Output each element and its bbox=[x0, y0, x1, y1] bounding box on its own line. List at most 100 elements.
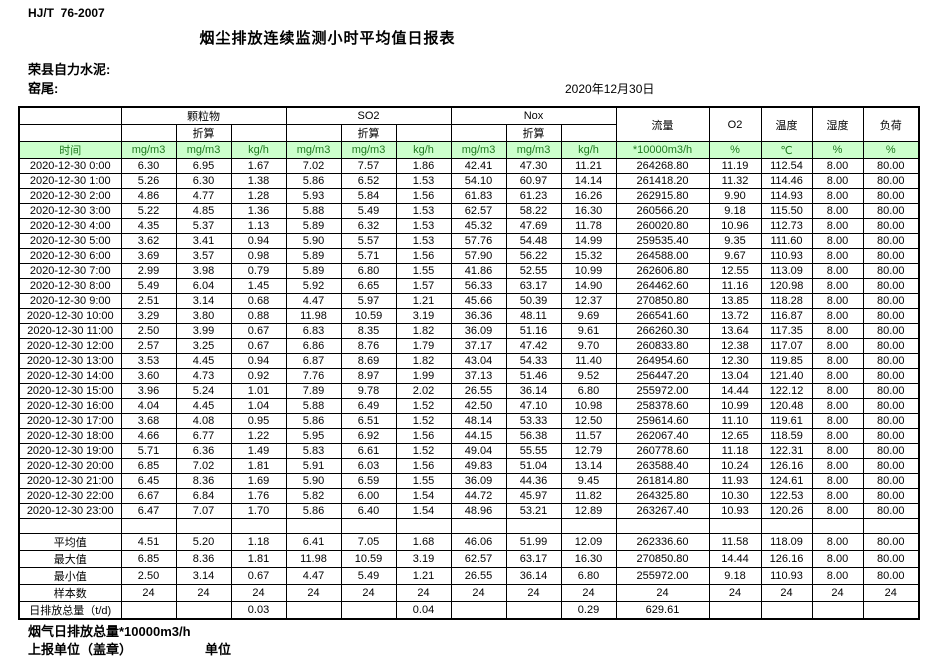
value-cell: 6.52 bbox=[340, 173, 397, 189]
value-cell: 266260.30 bbox=[615, 323, 710, 339]
table-row: 2020-12-30 4:00 4.35 5.37 1.13 5.89 6.32 1.53 4… bbox=[18, 218, 920, 234]
value-cell: 5.88 bbox=[285, 203, 342, 219]
value-cell: 1.49 bbox=[230, 443, 287, 459]
value-cell: 3.80 bbox=[175, 308, 232, 324]
value-cell: 6.77 bbox=[175, 428, 232, 444]
value-cell: 63.17 bbox=[505, 278, 562, 294]
value-cell: 8.36 bbox=[175, 473, 232, 489]
summary-value-cell bbox=[862, 601, 920, 620]
value-cell: 49.04 bbox=[450, 443, 507, 459]
value-cell: 256447.20 bbox=[615, 368, 710, 384]
value-cell: 80.00 bbox=[862, 158, 920, 174]
table-row: 2020-12-30 1:00 5.26 6.30 1.38 5.86 6.52 1.53 5… bbox=[18, 173, 920, 189]
table-row: 2020-12-30 23:00 6.47 7.07 1.70 5.86 6.40 1.54… bbox=[18, 503, 920, 519]
blank-cell bbox=[395, 124, 452, 142]
monitoring-site: 窑尾: bbox=[28, 81, 59, 96]
summary-value-cell: 24 bbox=[230, 584, 287, 602]
value-cell: 11.98 bbox=[285, 308, 342, 324]
value-cell: 5.83 bbox=[285, 443, 342, 459]
summary-value-cell: 26.55 bbox=[450, 567, 507, 585]
value-cell: 80.00 bbox=[862, 173, 920, 189]
value-cell: 266541.60 bbox=[615, 308, 710, 324]
summary-value-cell: 12.09 bbox=[560, 533, 617, 551]
value-cell: 6.51 bbox=[340, 413, 397, 429]
value-cell: 53.21 bbox=[505, 503, 562, 519]
column-header-flow: 流量 bbox=[615, 106, 710, 142]
value-cell: 8.00 bbox=[811, 158, 864, 174]
value-cell: 11.21 bbox=[560, 158, 617, 174]
value-cell: 37.13 bbox=[450, 368, 507, 384]
group-header-pm: 颗粒物 bbox=[120, 106, 287, 125]
summary-row: 样本数 24 24 24 24 24 24 24 24 24 24 24 24 24 24 bbox=[18, 584, 920, 602]
time-cell: 2020-12-30 0:00 bbox=[18, 158, 122, 174]
summary-value-cell: 1.81 bbox=[230, 550, 287, 568]
value-cell: 36.36 bbox=[450, 308, 507, 324]
value-cell: 9.18 bbox=[708, 203, 762, 219]
value-cell: 259614.60 bbox=[615, 413, 710, 429]
value-cell: 8.00 bbox=[811, 323, 864, 339]
value-cell: 1.56 bbox=[395, 458, 452, 474]
spacer-cell bbox=[760, 518, 813, 534]
header-row-converted: 折算 折算 折算 bbox=[18, 124, 919, 142]
table-row: 2020-12-30 8:00 5.49 6.04 1.45 5.92 6.65 1.57 5… bbox=[18, 278, 920, 294]
value-cell: 3.98 bbox=[175, 263, 232, 279]
table-row: 2020-12-30 21:00 6.45 8.36 1.69 5.90 6.59 1.55… bbox=[18, 473, 920, 489]
value-cell: 47.69 bbox=[505, 218, 562, 234]
summary-value-cell: 3.19 bbox=[395, 550, 452, 568]
time-cell: 2020-12-30 23:00 bbox=[18, 503, 122, 519]
value-cell: 5.84 bbox=[340, 188, 397, 204]
unit-cell: mg/m3 bbox=[175, 141, 232, 159]
value-cell: 8.00 bbox=[811, 248, 864, 264]
value-cell: 11.93 bbox=[708, 473, 762, 489]
value-cell: 263588.40 bbox=[615, 458, 710, 474]
value-cell: 0.98 bbox=[230, 248, 287, 264]
summary-value-cell: 8.00 bbox=[811, 567, 864, 585]
value-cell: 3.19 bbox=[395, 308, 452, 324]
summary-value-cell: 24 bbox=[120, 584, 177, 602]
value-cell: 41.86 bbox=[450, 263, 507, 279]
value-cell: 3.69 bbox=[120, 248, 177, 264]
value-cell: 11.16 bbox=[708, 278, 762, 294]
value-cell: 80.00 bbox=[862, 248, 920, 264]
value-cell: 10.99 bbox=[708, 398, 762, 414]
summary-value-cell: 16.30 bbox=[560, 550, 617, 568]
min-row-label: 最小值 bbox=[18, 567, 122, 585]
value-cell: 14.44 bbox=[708, 383, 762, 399]
value-cell: 5.49 bbox=[340, 203, 397, 219]
value-cell: 8.00 bbox=[811, 278, 864, 294]
value-cell: 8.00 bbox=[811, 203, 864, 219]
summary-value-cell: 63.17 bbox=[505, 550, 562, 568]
value-cell: 9.61 bbox=[560, 323, 617, 339]
time-cell: 2020-12-30 5:00 bbox=[18, 233, 122, 249]
value-cell: 7.02 bbox=[175, 458, 232, 474]
table-row: 2020-12-30 19:00 5.71 6.36 1.49 5.83 6.61 1.52… bbox=[18, 443, 920, 459]
value-cell: 264268.80 bbox=[615, 158, 710, 174]
spacer-cell bbox=[175, 518, 232, 534]
time-cell: 2020-12-30 22:00 bbox=[18, 488, 122, 504]
value-cell: 8.00 bbox=[811, 458, 864, 474]
value-cell: 43.04 bbox=[450, 353, 507, 369]
spacer-row bbox=[18, 518, 920, 534]
summary-value-cell: 8.36 bbox=[175, 550, 232, 568]
value-cell: 5.91 bbox=[285, 458, 342, 474]
value-cell: 2.99 bbox=[120, 263, 177, 279]
value-cell: 9.67 bbox=[708, 248, 762, 264]
value-cell: 120.26 bbox=[760, 503, 813, 519]
value-cell: 6.47 bbox=[120, 503, 177, 519]
spacer-cell bbox=[615, 518, 710, 534]
value-cell: 116.87 bbox=[760, 308, 813, 324]
value-cell: 6.83 bbox=[285, 323, 342, 339]
value-cell: 1.56 bbox=[395, 188, 452, 204]
value-cell: 80.00 bbox=[862, 368, 920, 384]
blank-cell bbox=[450, 124, 507, 142]
value-cell: 2.57 bbox=[120, 338, 177, 354]
value-cell: 52.55 bbox=[505, 263, 562, 279]
value-cell: 16.26 bbox=[560, 188, 617, 204]
value-cell: 2.02 bbox=[395, 383, 452, 399]
summary-value-cell: 24 bbox=[862, 584, 920, 602]
value-cell: 8.00 bbox=[811, 263, 864, 279]
value-cell: 1.13 bbox=[230, 218, 287, 234]
value-cell: 80.00 bbox=[862, 458, 920, 474]
value-cell: 8.35 bbox=[340, 323, 397, 339]
value-cell: 6.59 bbox=[340, 473, 397, 489]
